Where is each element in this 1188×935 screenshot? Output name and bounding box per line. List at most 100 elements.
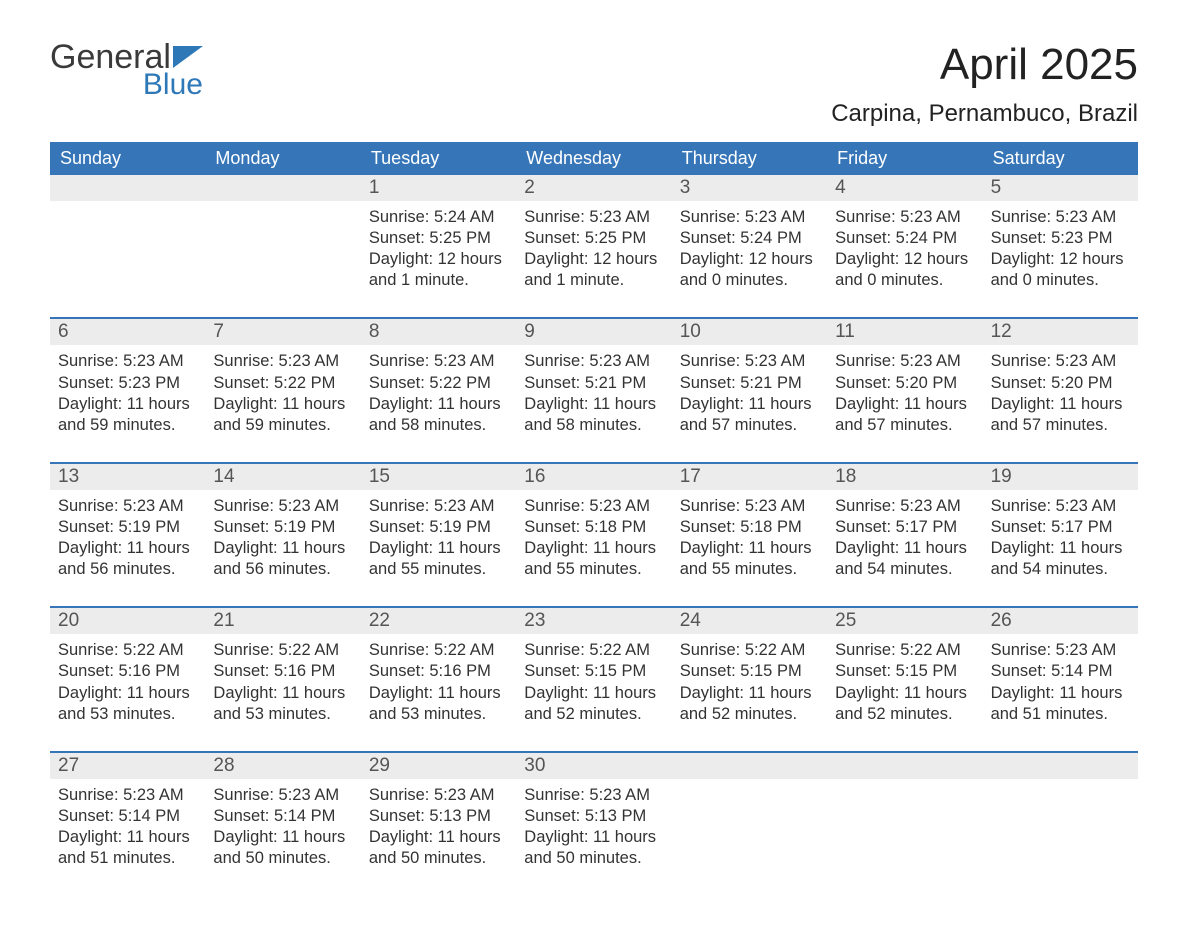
dow-thursday: Thursday xyxy=(672,142,827,175)
day-number: 6 xyxy=(50,319,205,345)
day-number xyxy=(205,175,360,201)
daylight-text: Daylight: 11 hours and 50 minutes. xyxy=(213,827,352,869)
sunrise-text: Sunrise: 5:23 AM xyxy=(58,351,197,372)
day-cell: Sunrise: 5:23 AMSunset: 5:17 PMDaylight:… xyxy=(827,490,982,606)
day-cell: Sunrise: 5:23 AMSunset: 5:21 PMDaylight:… xyxy=(516,345,671,461)
sunset-text: Sunset: 5:20 PM xyxy=(835,373,974,394)
day-number: 9 xyxy=(516,319,671,345)
sunrise-text: Sunrise: 5:23 AM xyxy=(991,496,1130,517)
day-number-band: 20212223242526 xyxy=(50,608,1138,634)
sunrise-text: Sunrise: 5:23 AM xyxy=(213,785,352,806)
sunset-text: Sunset: 5:15 PM xyxy=(680,661,819,682)
sunrise-text: Sunrise: 5:22 AM xyxy=(369,640,508,661)
sunset-text: Sunset: 5:17 PM xyxy=(991,517,1130,538)
daylight-text: Daylight: 11 hours and 53 minutes. xyxy=(58,683,197,725)
sunset-text: Sunset: 5:17 PM xyxy=(835,517,974,538)
sunrise-text: Sunrise: 5:23 AM xyxy=(835,207,974,228)
day-of-week-header: Sunday Monday Tuesday Wednesday Thursday… xyxy=(50,142,1138,175)
sunrise-text: Sunrise: 5:23 AM xyxy=(369,496,508,517)
daylight-text: Daylight: 11 hours and 50 minutes. xyxy=(524,827,663,869)
day-cell: Sunrise: 5:23 AMSunset: 5:22 PMDaylight:… xyxy=(205,345,360,461)
daylight-text: Daylight: 11 hours and 52 minutes. xyxy=(524,683,663,725)
weeks-container: 12345 Sunrise: 5:24 AMSunset: 5:25 PM Dayl… xyxy=(50,175,1138,895)
sunset-text: Sunset: 5:14 PM xyxy=(58,806,197,827)
day-number: 14 xyxy=(205,464,360,490)
daylight-text: Daylight: 11 hours and 56 minutes. xyxy=(213,538,352,580)
sunset-text: Sunset: 5:15 PM xyxy=(835,661,974,682)
sunset-text: Sunset: 5:19 PM xyxy=(58,517,197,538)
day-number: 11 xyxy=(827,319,982,345)
sunset-text: Sunset: 5:19 PM xyxy=(213,517,352,538)
daylight-text: Daylight: 11 hours and 50 minutes. xyxy=(369,827,508,869)
calendar-week: 13141516171819Sunrise: 5:23 AMSunset: 5:… xyxy=(50,462,1138,606)
day-cell: Sunrise: 5:23 AMSunset: 5:18 PMDaylight:… xyxy=(672,490,827,606)
sunset-text: Sunset: 5:13 PM xyxy=(524,806,663,827)
daylight-text: Daylight: 11 hours and 58 minutes. xyxy=(369,394,508,436)
dow-wednesday: Wednesday xyxy=(516,142,671,175)
day-number-band: 13141516171819 xyxy=(50,464,1138,490)
dow-sunday: Sunday xyxy=(50,142,205,175)
day-number: 5 xyxy=(983,175,1138,201)
sunrise-text: Sunrise: 5:23 AM xyxy=(524,496,663,517)
day-cells-row: Sunrise: 5:22 AMSunset: 5:16 PMDaylight:… xyxy=(50,634,1138,750)
daylight-text: Daylight: 11 hours and 52 minutes. xyxy=(835,683,974,725)
day-cell: Sunrise: 5:23 AMSunset: 5:25 PMDaylight:… xyxy=(516,201,671,317)
daylight-text: Daylight: 12 hours and 0 minutes. xyxy=(680,249,819,291)
day-cell: Sunrise: 5:23 AMSunset: 5:14 PMDaylight:… xyxy=(983,634,1138,750)
dow-monday: Monday xyxy=(205,142,360,175)
day-cell: Sunrise: 5:23 AMSunset: 5:14 PMDaylight:… xyxy=(205,779,360,895)
day-number-band: 6789101112 xyxy=(50,319,1138,345)
day-number: 30 xyxy=(516,753,671,779)
sunset-text: Sunset: 5:16 PM xyxy=(213,661,352,682)
daylight-text: Daylight: 12 hours and 1 minute. xyxy=(524,249,663,291)
day-cell: Sunrise: 5:22 AMSunset: 5:16 PMDaylight:… xyxy=(205,634,360,750)
day-number xyxy=(983,753,1138,779)
day-cell xyxy=(50,201,205,317)
daylight-text: Daylight: 11 hours and 53 minutes. xyxy=(369,683,508,725)
sunrise-text: Sunrise: 5:23 AM xyxy=(680,207,819,228)
daylight-text: Daylight: 11 hours and 54 minutes. xyxy=(835,538,974,580)
calendar-week: 20212223242526Sunrise: 5:22 AMSunset: 5:… xyxy=(50,606,1138,750)
day-number: 28 xyxy=(205,753,360,779)
sunrise-text: Sunrise: 5:22 AM xyxy=(524,640,663,661)
day-cell xyxy=(205,201,360,317)
day-number xyxy=(672,753,827,779)
day-cell: Sunrise: 5:23 AMSunset: 5:19 PMDaylight:… xyxy=(205,490,360,606)
day-cells-row: Sunrise: 5:23 AMSunset: 5:19 PMDaylight:… xyxy=(50,490,1138,606)
daylight-text: Daylight: 11 hours and 57 minutes. xyxy=(835,394,974,436)
day-number: 17 xyxy=(672,464,827,490)
sunset-text: Sunset: 5:14 PM xyxy=(991,661,1130,682)
daylight-text: Daylight: 11 hours and 57 minutes. xyxy=(680,394,819,436)
sunrise-text: Sunrise: 5:23 AM xyxy=(680,496,819,517)
day-cell: Sunrise: 5:23 AMSunset: 5:18 PMDaylight:… xyxy=(516,490,671,606)
sunrise-text: Sunrise: 5:24 AM xyxy=(369,207,508,228)
header: General Blue April 2025 Carpina, Pernamb… xyxy=(50,40,1138,128)
sunset-text: Sunset: 5:24 PM xyxy=(835,228,974,249)
daylight-text: Daylight: 11 hours and 55 minutes. xyxy=(524,538,663,580)
day-cell: Sunrise: 5:23 AMSunset: 5:19 PMDaylight:… xyxy=(361,490,516,606)
day-number: 27 xyxy=(50,753,205,779)
sunset-text: Sunset: 5:18 PM xyxy=(680,517,819,538)
month-title: April 2025 xyxy=(831,40,1138,90)
day-number: 10 xyxy=(672,319,827,345)
daylight-text: Daylight: 11 hours and 59 minutes. xyxy=(213,394,352,436)
day-number-band: 12345 xyxy=(50,175,1138,201)
sunset-text: Sunset: 5:20 PM xyxy=(991,373,1130,394)
day-cells-row: Sunrise: 5:23 AMSunset: 5:23 PMDaylight:… xyxy=(50,345,1138,461)
sunrise-text: Sunrise: 5:22 AM xyxy=(58,640,197,661)
day-cells-row: Sunrise: 5:23 AM Sunset: 5:14 PM Daylight:… xyxy=(50,779,1138,895)
sunset-text: Sunset: 5:18 PM xyxy=(524,517,663,538)
daylight-text: Daylight: 11 hours and 53 minutes. xyxy=(213,683,352,725)
day-cell: Sunrise: 5:22 AMSunset: 5:15 PMDaylight:… xyxy=(672,634,827,750)
day-number: 24 xyxy=(672,608,827,634)
sunrise-text: Sunrise: 5:23 AM xyxy=(524,785,663,806)
day-number: 4 xyxy=(827,175,982,201)
day-number: 21 xyxy=(205,608,360,634)
day-number-band: 27282930 xyxy=(50,753,1138,779)
sunset-text: Sunset: 5:25 PM xyxy=(369,228,508,249)
day-cell: Sunrise: 5:22 AMSunset: 5:16 PMDaylight:… xyxy=(50,634,205,750)
day-cell: Sunrise: 5:23 AMSunset: 5:24 PMDaylight:… xyxy=(672,201,827,317)
sunrise-text: Sunrise: 5:23 AM xyxy=(991,640,1130,661)
day-cell: Sunrise: 5:23 AMSunset: 5:21 PMDaylight:… xyxy=(672,345,827,461)
sunrise-text: Sunrise: 5:23 AM xyxy=(524,207,663,228)
